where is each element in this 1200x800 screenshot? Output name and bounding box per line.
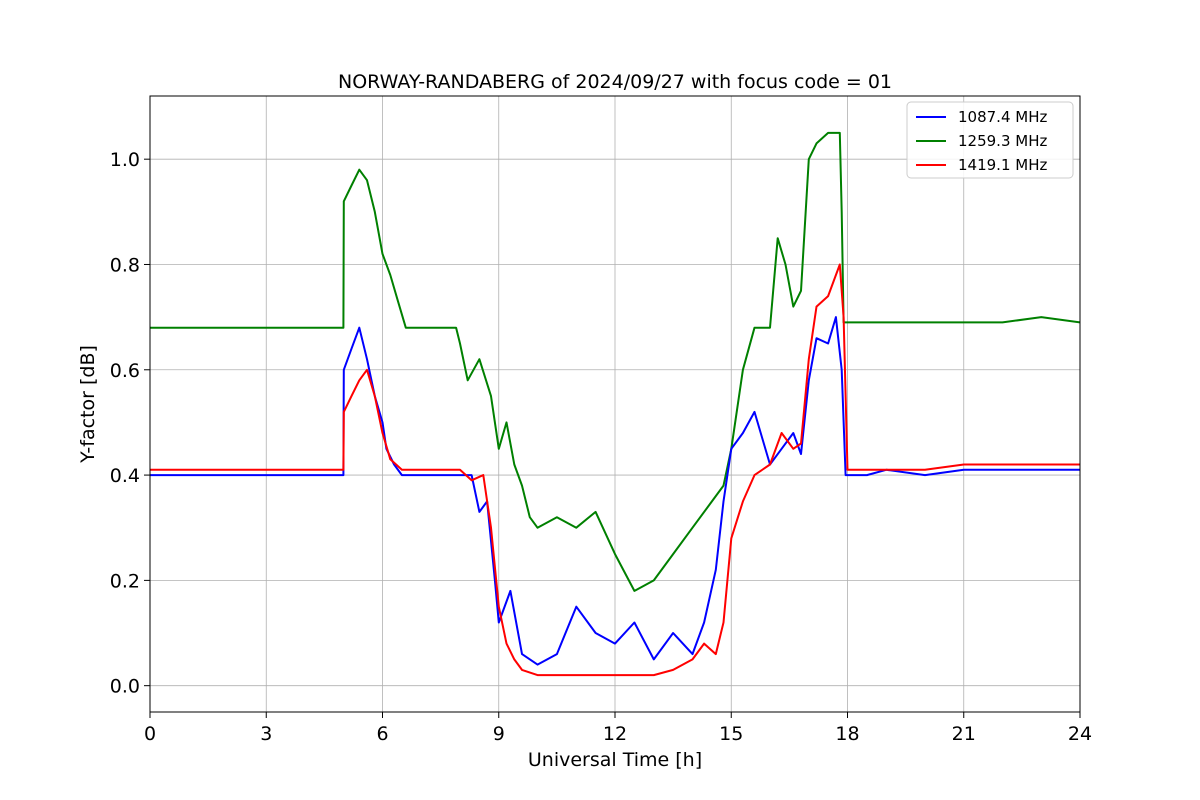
- y-tick-label: 0.4: [110, 465, 140, 487]
- x-tick-label: 0: [144, 723, 156, 745]
- x-axis-label: Universal Time [h]: [528, 749, 702, 771]
- y-tick-label: 0.8: [110, 254, 140, 276]
- chart-title: NORWAY-RANDABERG of 2024/09/27 with focu…: [338, 71, 892, 93]
- series-line-1087-4-mhz: [150, 316, 1080, 666]
- x-tick-label: 24: [1068, 723, 1092, 745]
- x-tick-label: 12: [603, 723, 627, 745]
- x-tick-label: 9: [493, 723, 505, 745]
- legend-box: [906, 101, 1074, 179]
- legend-label: 1259.3 MHz: [958, 132, 1047, 150]
- y-axis-label: Y-factor [dB]: [77, 345, 99, 464]
- y-tick-label: 0.0: [110, 676, 140, 698]
- legend: 1087.4 MHz 1259.3 MHz 1419.1 MHz: [906, 101, 1074, 179]
- series-line-1419-1-mhz: [150, 263, 1080, 677]
- x-axis: 0 3 6 9 12 15 18 21 24: [144, 712, 1092, 745]
- y-tick-label: 0.6: [110, 360, 140, 382]
- x-tick-label: 6: [376, 723, 388, 745]
- x-tick-label: 18: [835, 723, 859, 745]
- x-tick-label: 21: [952, 723, 976, 745]
- x-tick-label: 3: [260, 723, 272, 745]
- y-axis: 0.0 0.2 0.4 0.6 0.8 1.0: [110, 149, 150, 698]
- y-tick-label: 0.2: [110, 570, 140, 592]
- series-line-1259-3-mhz: [150, 131, 1080, 592]
- legend-label: 1419.1 MHz: [958, 156, 1047, 174]
- legend-label: 1087.4 MHz: [958, 108, 1047, 126]
- y-tick-label: 1.0: [110, 149, 140, 171]
- x-tick-label: 15: [719, 723, 743, 745]
- series-layer: [150, 131, 1080, 677]
